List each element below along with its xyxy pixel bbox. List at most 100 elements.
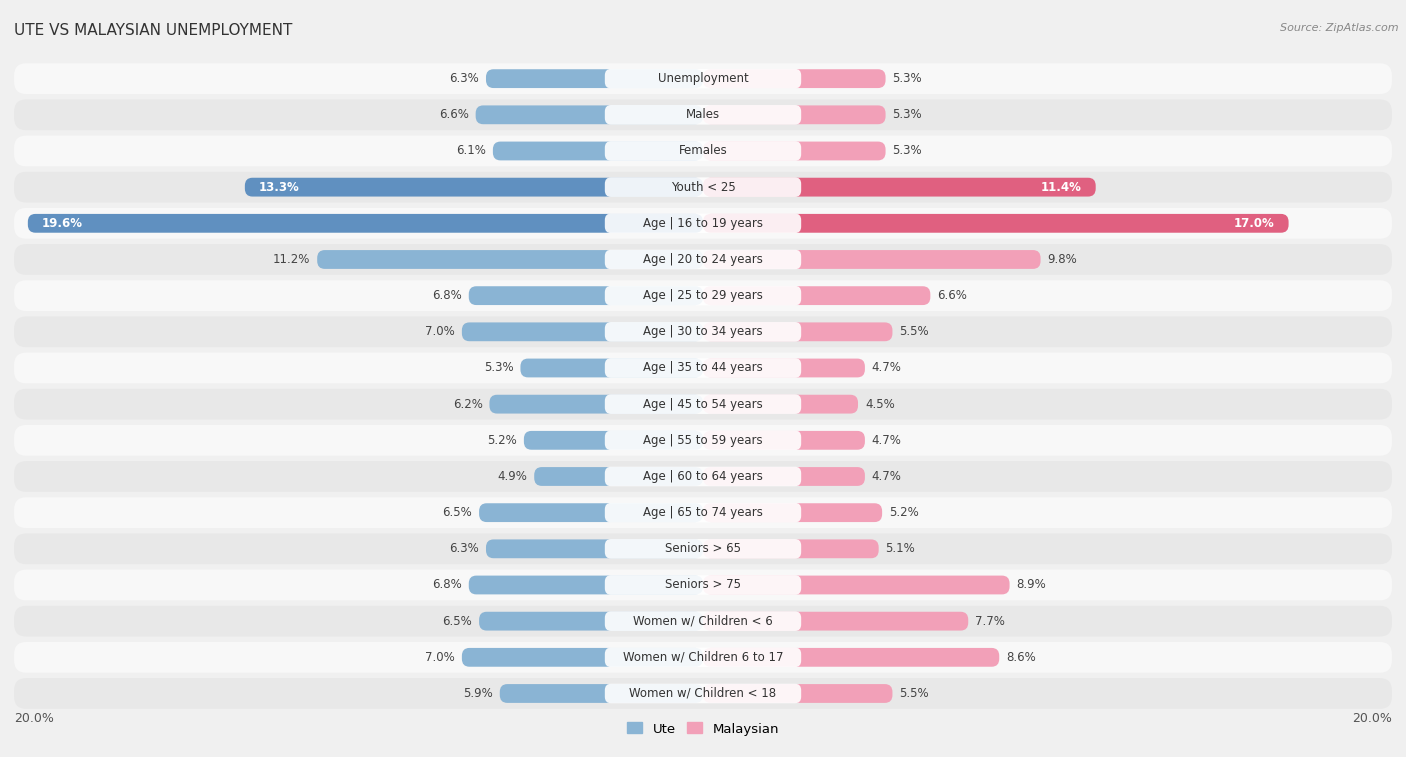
Text: 6.8%: 6.8%: [432, 289, 461, 302]
Text: 4.7%: 4.7%: [872, 362, 901, 375]
FancyBboxPatch shape: [468, 575, 703, 594]
Text: 20.0%: 20.0%: [14, 712, 53, 724]
Text: 5.9%: 5.9%: [463, 687, 494, 700]
FancyBboxPatch shape: [520, 359, 703, 378]
Text: 5.2%: 5.2%: [488, 434, 517, 447]
Text: 5.3%: 5.3%: [893, 108, 922, 121]
Text: Age | 65 to 74 years: Age | 65 to 74 years: [643, 506, 763, 519]
Text: Age | 45 to 54 years: Age | 45 to 54 years: [643, 397, 763, 410]
FancyBboxPatch shape: [14, 497, 1392, 528]
Text: 6.3%: 6.3%: [450, 542, 479, 556]
Text: 5.3%: 5.3%: [893, 72, 922, 85]
FancyBboxPatch shape: [245, 178, 703, 197]
Text: 5.3%: 5.3%: [484, 362, 513, 375]
Text: 19.6%: 19.6%: [42, 217, 83, 230]
FancyBboxPatch shape: [14, 461, 1392, 492]
FancyBboxPatch shape: [14, 208, 1392, 238]
Text: Age | 60 to 64 years: Age | 60 to 64 years: [643, 470, 763, 483]
FancyBboxPatch shape: [461, 322, 703, 341]
FancyBboxPatch shape: [14, 244, 1392, 275]
Text: 17.0%: 17.0%: [1234, 217, 1275, 230]
Text: 5.2%: 5.2%: [889, 506, 918, 519]
FancyBboxPatch shape: [703, 612, 969, 631]
Text: 6.5%: 6.5%: [443, 506, 472, 519]
FancyBboxPatch shape: [703, 214, 1289, 232]
FancyBboxPatch shape: [14, 172, 1392, 203]
Text: Youth < 25: Youth < 25: [671, 181, 735, 194]
Text: Seniors > 75: Seniors > 75: [665, 578, 741, 591]
FancyBboxPatch shape: [703, 359, 865, 378]
FancyBboxPatch shape: [703, 431, 865, 450]
FancyBboxPatch shape: [14, 642, 1392, 673]
FancyBboxPatch shape: [703, 322, 893, 341]
FancyBboxPatch shape: [605, 431, 801, 450]
FancyBboxPatch shape: [489, 394, 703, 413]
Text: 5.1%: 5.1%: [886, 542, 915, 556]
FancyBboxPatch shape: [499, 684, 703, 703]
FancyBboxPatch shape: [486, 69, 703, 88]
Text: 20.0%: 20.0%: [1353, 712, 1392, 724]
FancyBboxPatch shape: [605, 322, 801, 341]
Text: Women w/ Children < 6: Women w/ Children < 6: [633, 615, 773, 628]
Text: Source: ZipAtlas.com: Source: ZipAtlas.com: [1281, 23, 1399, 33]
FancyBboxPatch shape: [318, 250, 703, 269]
FancyBboxPatch shape: [605, 575, 801, 595]
Text: 4.9%: 4.9%: [498, 470, 527, 483]
FancyBboxPatch shape: [703, 394, 858, 413]
FancyBboxPatch shape: [703, 69, 886, 88]
FancyBboxPatch shape: [605, 105, 801, 125]
FancyBboxPatch shape: [475, 105, 703, 124]
FancyBboxPatch shape: [703, 142, 886, 160]
FancyBboxPatch shape: [605, 503, 801, 522]
Text: 7.7%: 7.7%: [976, 615, 1005, 628]
FancyBboxPatch shape: [703, 250, 1040, 269]
FancyBboxPatch shape: [14, 678, 1392, 709]
FancyBboxPatch shape: [486, 540, 703, 558]
FancyBboxPatch shape: [605, 539, 801, 559]
FancyBboxPatch shape: [703, 684, 893, 703]
Text: 11.4%: 11.4%: [1040, 181, 1083, 194]
Text: Males: Males: [686, 108, 720, 121]
Text: Females: Females: [679, 145, 727, 157]
Text: 4.7%: 4.7%: [872, 434, 901, 447]
Text: 8.6%: 8.6%: [1007, 651, 1036, 664]
FancyBboxPatch shape: [468, 286, 703, 305]
FancyBboxPatch shape: [605, 177, 801, 197]
FancyBboxPatch shape: [524, 431, 703, 450]
FancyBboxPatch shape: [703, 178, 1095, 197]
FancyBboxPatch shape: [703, 575, 1010, 594]
FancyBboxPatch shape: [605, 358, 801, 378]
FancyBboxPatch shape: [605, 467, 801, 486]
Text: 9.8%: 9.8%: [1047, 253, 1077, 266]
Text: 5.3%: 5.3%: [893, 145, 922, 157]
FancyBboxPatch shape: [703, 286, 931, 305]
FancyBboxPatch shape: [534, 467, 703, 486]
Text: 6.5%: 6.5%: [443, 615, 472, 628]
FancyBboxPatch shape: [14, 136, 1392, 167]
Text: 6.6%: 6.6%: [938, 289, 967, 302]
FancyBboxPatch shape: [605, 612, 801, 631]
Text: 6.6%: 6.6%: [439, 108, 468, 121]
FancyBboxPatch shape: [14, 353, 1392, 383]
Text: 6.3%: 6.3%: [450, 72, 479, 85]
Text: 5.5%: 5.5%: [900, 687, 929, 700]
FancyBboxPatch shape: [605, 394, 801, 414]
FancyBboxPatch shape: [14, 64, 1392, 94]
Text: 6.8%: 6.8%: [432, 578, 461, 591]
FancyBboxPatch shape: [703, 540, 879, 558]
Text: Women w/ Children 6 to 17: Women w/ Children 6 to 17: [623, 651, 783, 664]
Text: Age | 30 to 34 years: Age | 30 to 34 years: [643, 326, 763, 338]
FancyBboxPatch shape: [703, 105, 886, 124]
FancyBboxPatch shape: [494, 142, 703, 160]
Text: Seniors > 65: Seniors > 65: [665, 542, 741, 556]
Text: 7.0%: 7.0%: [425, 651, 456, 664]
FancyBboxPatch shape: [479, 612, 703, 631]
Text: 7.0%: 7.0%: [425, 326, 456, 338]
FancyBboxPatch shape: [14, 316, 1392, 347]
Legend: Ute, Malaysian: Ute, Malaysian: [621, 717, 785, 741]
FancyBboxPatch shape: [28, 214, 703, 232]
Text: 5.5%: 5.5%: [900, 326, 929, 338]
FancyBboxPatch shape: [605, 250, 801, 269]
FancyBboxPatch shape: [461, 648, 703, 667]
FancyBboxPatch shape: [703, 648, 1000, 667]
